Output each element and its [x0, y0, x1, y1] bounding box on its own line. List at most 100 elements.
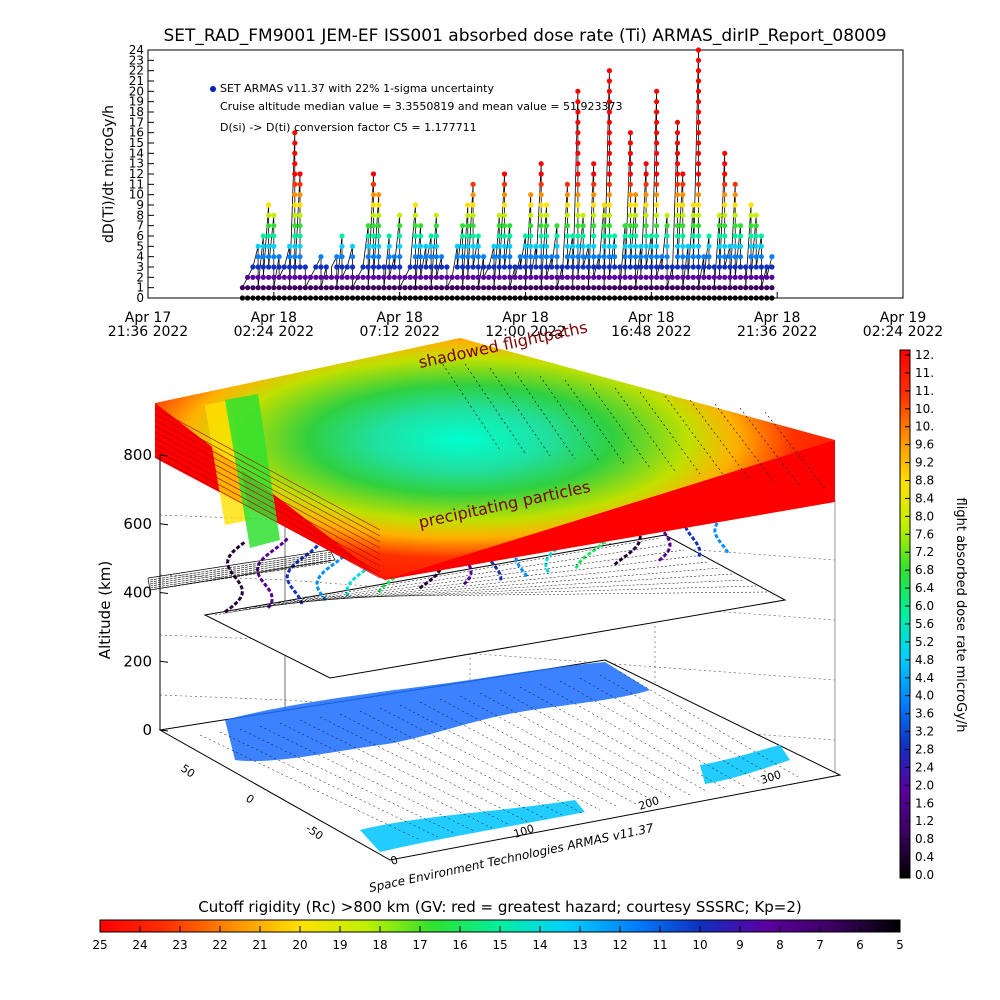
data-point [334, 264, 340, 270]
data-point [297, 264, 303, 270]
x-tick-label: 02:24 2022 [234, 324, 314, 340]
map-track-line [519, 686, 709, 793]
data-point [454, 295, 460, 301]
dose-colorbar-tick-label: 5.2 [915, 635, 934, 649]
rigidity-colorbar-ticks: 25 24 23 22 21 20 19 18 17 16 15 14 13 12 11 10 9 8 7 6 5 [92, 926, 904, 952]
data-point [643, 254, 649, 260]
data-point [287, 243, 293, 249]
data-point [512, 274, 518, 280]
data-point [397, 212, 403, 218]
data-point [716, 274, 723, 280]
data-point [722, 243, 728, 249]
shadow-track-line [149, 553, 333, 583]
data-point [491, 264, 497, 270]
data-point [501, 202, 508, 208]
x-tick-label: 16:48 2022 [611, 324, 691, 340]
slab-edge-line [154, 407, 381, 531]
data-point [370, 274, 377, 280]
data-point [538, 295, 544, 301]
data-point [538, 274, 544, 280]
data-point [622, 243, 628, 249]
data-point [344, 274, 350, 280]
data-point [643, 223, 649, 229]
data-point [449, 274, 455, 280]
data-point [695, 192, 702, 198]
data-point [376, 212, 382, 218]
data-point [643, 212, 649, 218]
dose-colorbar-tick-label: 4.4 [915, 671, 934, 685]
data-point [271, 243, 277, 249]
timeseries-ylabel: dD(Ti)/dt microGy/h [101, 105, 117, 243]
dose-colorbar-tick-label: 7.2 [915, 545, 934, 559]
data-point [475, 243, 481, 249]
data-point [674, 274, 681, 280]
data-point [402, 274, 408, 280]
data-point [543, 295, 550, 301]
data-point [654, 192, 660, 198]
altitude-tick-mark [159, 660, 169, 663]
data-point [266, 254, 272, 260]
data-point [617, 295, 623, 301]
data-point [313, 295, 319, 301]
data-point [695, 47, 702, 53]
data-point [507, 285, 513, 291]
data-point [685, 295, 691, 301]
data-point [339, 274, 345, 280]
dose-colorbar-tick-label: 4.8 [915, 653, 934, 667]
data-point [564, 295, 571, 301]
data-point [737, 274, 744, 280]
data-point [601, 243, 607, 249]
data-point [575, 140, 581, 146]
map-track-line [299, 719, 511, 826]
data-point [606, 274, 613, 280]
data-point [674, 254, 681, 260]
data-point [266, 212, 272, 218]
data-point [260, 233, 266, 239]
data-point [349, 243, 356, 249]
data-point [365, 274, 371, 280]
data-point [260, 285, 266, 291]
y-tick-label: 22 [129, 64, 144, 78]
data-point [664, 264, 670, 270]
data-point [638, 254, 644, 260]
data-point [496, 274, 502, 280]
data-point [381, 264, 387, 270]
data-point [690, 223, 696, 229]
data-point [575, 181, 581, 187]
data-point [591, 181, 597, 187]
data-point [748, 274, 754, 280]
orbit-grid-line [214, 537, 661, 616]
dose-colorbar-tick-label: 1.6 [915, 796, 934, 810]
data-point [512, 295, 518, 301]
data-point [418, 295, 424, 301]
data-point [627, 202, 634, 208]
data-point [674, 264, 681, 270]
data-point [528, 285, 534, 291]
data-point [606, 119, 613, 125]
data-point [528, 243, 534, 249]
data-point [266, 223, 272, 229]
dose-colorbar-tick-label: 10. [915, 420, 934, 434]
data-point [732, 264, 738, 270]
data-point [297, 181, 303, 187]
data-point [344, 285, 350, 291]
dose-colorbar-tick-label: 11. [915, 384, 934, 398]
dose-colorbar-tick-label: 0.4 [915, 850, 934, 864]
data-point [318, 264, 324, 270]
data-point [570, 233, 576, 239]
data-point [370, 264, 377, 270]
data-point [323, 285, 329, 291]
data-point [517, 295, 523, 301]
data-point [533, 254, 539, 260]
data-point [287, 254, 293, 260]
data-point [281, 274, 287, 280]
data-point [517, 285, 523, 291]
data-point [575, 295, 581, 301]
data-point [596, 254, 602, 260]
data-point [680, 295, 686, 301]
data-point [722, 161, 728, 167]
y-tick-label: 18 [129, 105, 144, 119]
data-point [580, 274, 586, 280]
data-point [695, 181, 702, 187]
data-point [695, 140, 702, 146]
